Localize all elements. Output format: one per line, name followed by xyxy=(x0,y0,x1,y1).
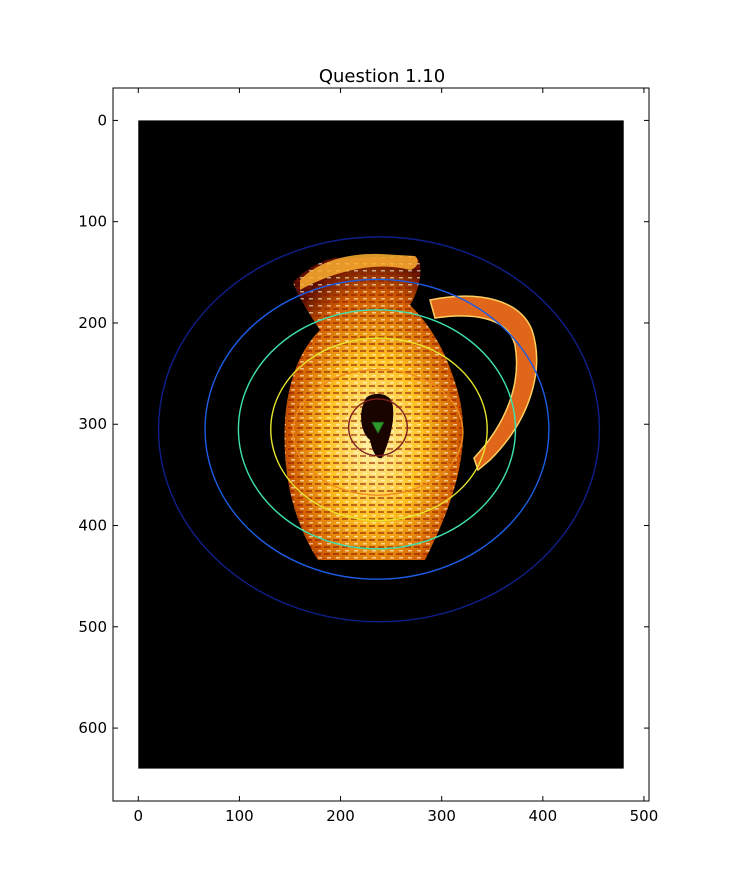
contour-ellipse-2 xyxy=(292,368,464,496)
x-tick-label-300: 300 xyxy=(427,807,456,825)
contour-ellipse-1 xyxy=(347,398,408,457)
y-tick-label-300: 300 xyxy=(78,415,107,433)
contour-ellipse-6 xyxy=(157,236,601,623)
x-tick-label-500: 500 xyxy=(630,807,659,825)
y-tick-label-100: 100 xyxy=(78,213,107,231)
plot-frame xyxy=(112,87,650,802)
contour-ellipse-4 xyxy=(237,309,517,550)
y-tick-label-500: 500 xyxy=(78,618,107,636)
contour-ellipse-5 xyxy=(204,278,550,580)
y-tick-label-400: 400 xyxy=(78,517,107,535)
center-marker xyxy=(371,421,385,435)
x-tick-label-100: 100 xyxy=(225,807,254,825)
jug-rim xyxy=(300,253,418,290)
contour-ellipses xyxy=(157,236,601,623)
heatmap-image xyxy=(138,120,624,769)
x-tick-label-200: 200 xyxy=(326,807,355,825)
x-tick-label-0: 0 xyxy=(134,807,144,825)
y-tick-label-600: 600 xyxy=(78,719,107,737)
y-axis: 0 100 200 300 400 500 600 xyxy=(78,111,649,737)
x-tick-label-400: 400 xyxy=(528,807,557,825)
y-tick-label-0: 0 xyxy=(97,111,107,129)
y-tick-label-200: 200 xyxy=(78,314,107,332)
center-marker-layer xyxy=(371,421,385,435)
contour-ellipse-3 xyxy=(270,337,488,522)
chart-title: Question 1.10 xyxy=(319,66,445,87)
x-axis: 0 100 200 300 400 500 xyxy=(134,88,659,825)
